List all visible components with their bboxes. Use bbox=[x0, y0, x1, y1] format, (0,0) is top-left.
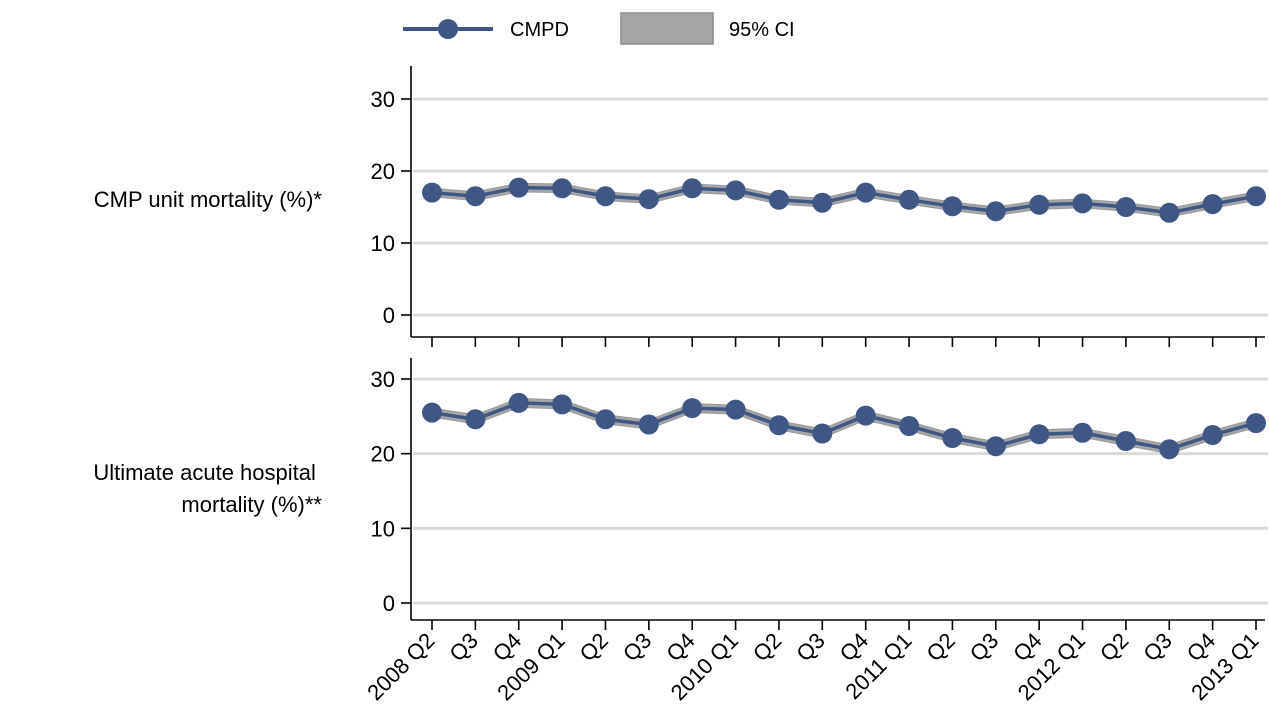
data-point bbox=[768, 415, 789, 436]
panel-label-cmp-unit: CMP unit mortality (%)* bbox=[94, 187, 323, 212]
x-tick-label: Q3 bbox=[618, 628, 656, 666]
data-point bbox=[855, 182, 876, 203]
panel-label-hospital-line-2: mortality (%)** bbox=[181, 492, 322, 517]
x-tick-label: Q3 bbox=[965, 628, 1003, 666]
data-point bbox=[682, 398, 703, 419]
data-point bbox=[1029, 424, 1050, 445]
data-point bbox=[638, 414, 659, 435]
y-tick-label: 0 bbox=[383, 303, 395, 328]
data-point bbox=[682, 178, 703, 199]
data-point bbox=[1072, 422, 1093, 443]
data-point bbox=[1072, 193, 1093, 214]
data-point bbox=[942, 428, 963, 448]
data-point bbox=[638, 189, 659, 210]
x-tick-label: Q3 bbox=[444, 628, 482, 666]
panel-hospital-mortality: Ultimate acute hospital mortality (%)** … bbox=[93, 358, 1268, 630]
y-tick-label: 30 bbox=[371, 367, 395, 392]
data-point bbox=[508, 177, 529, 198]
y-tick-label: 20 bbox=[371, 442, 395, 467]
data-point bbox=[812, 423, 833, 444]
data-point bbox=[985, 201, 1006, 222]
data-point bbox=[725, 399, 746, 420]
data-point bbox=[985, 436, 1006, 457]
y-tick-label: 10 bbox=[371, 231, 395, 256]
x-tick-label: Q2 bbox=[575, 628, 613, 666]
data-point bbox=[899, 189, 920, 210]
data-point bbox=[508, 392, 529, 413]
data-point bbox=[1159, 439, 1180, 460]
data-point bbox=[1202, 194, 1223, 215]
data-point bbox=[552, 394, 573, 415]
y-tick-label: 0 bbox=[383, 591, 395, 616]
data-point bbox=[1246, 186, 1266, 207]
data-point bbox=[465, 186, 486, 207]
x-tick-label: Q3 bbox=[791, 628, 829, 666]
data-point bbox=[465, 409, 486, 430]
data-point bbox=[422, 402, 442, 423]
y-tick-label: 10 bbox=[371, 516, 395, 541]
data-point bbox=[725, 180, 746, 201]
data-point bbox=[855, 405, 876, 426]
data-point bbox=[422, 182, 442, 203]
data-point bbox=[1246, 413, 1266, 434]
x-tick-label: Q2 bbox=[922, 628, 960, 666]
data-point bbox=[812, 192, 833, 213]
data-point bbox=[942, 196, 963, 217]
data-point bbox=[1202, 425, 1223, 445]
data-point bbox=[1115, 431, 1136, 451]
legend-ci-swatch bbox=[620, 12, 714, 45]
y-tick-label: 30 bbox=[371, 87, 395, 112]
y-tick-label: 20 bbox=[371, 159, 395, 184]
x-tick-label: 2008 Q2 bbox=[362, 628, 439, 705]
data-point bbox=[1029, 194, 1050, 215]
data-point bbox=[552, 178, 573, 199]
data-point bbox=[1115, 197, 1136, 217]
legend-cmpd-label: CMPD bbox=[510, 19, 569, 41]
data-point bbox=[1159, 202, 1180, 223]
legend: CMPD 95% CI bbox=[403, 12, 795, 45]
data-point bbox=[595, 186, 616, 207]
panel-cmp-unit-mortality: CMP unit mortality (%)* 0 10 20 30 bbox=[94, 66, 1268, 347]
x-tick-label: Q2 bbox=[748, 628, 786, 666]
data-point bbox=[899, 416, 920, 436]
panel-label-hospital-line-1: Ultimate acute hospital bbox=[93, 460, 316, 485]
data-point bbox=[595, 409, 616, 430]
x-tick-label: Q2 bbox=[1095, 628, 1133, 666]
x-tick-label: Q3 bbox=[1138, 628, 1176, 666]
data-point bbox=[768, 189, 789, 210]
legend-ci-label: 95% CI bbox=[729, 19, 795, 41]
legend-cmpd-marker bbox=[438, 19, 458, 39]
panel-label-hospital: Ultimate acute hospital mortality (%)** bbox=[93, 460, 322, 517]
